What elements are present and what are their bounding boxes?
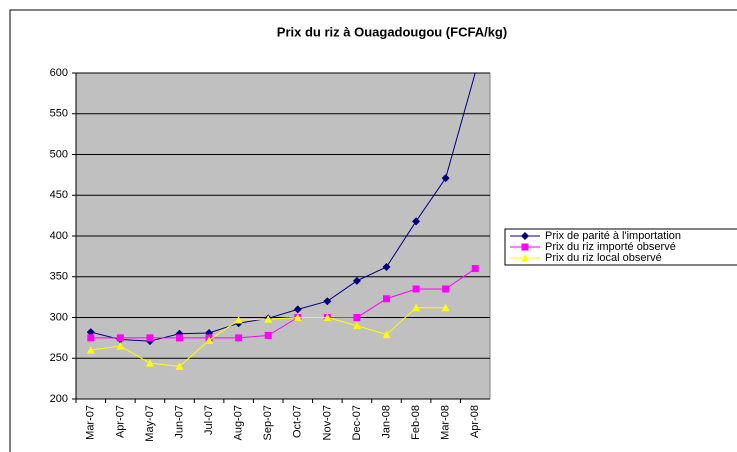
marker [521, 243, 529, 251]
x-tick-label: May-07 [144, 405, 156, 442]
marker [264, 331, 272, 339]
marker [323, 313, 332, 321]
x-tick-label: Apr-07 [114, 405, 126, 438]
x-tick-label: Jun-07 [173, 405, 185, 439]
series-line [90, 268, 476, 339]
marker [145, 359, 154, 367]
x-tick-label: Dec-07 [351, 405, 363, 440]
marker [521, 254, 529, 262]
x-tick-label: Mar-07 [85, 405, 97, 440]
legend-label: Prix du riz importé observé [545, 241, 676, 253]
y-tick-label: 200 [50, 393, 68, 405]
y-tick-label: 450 [50, 189, 68, 201]
y-tick-label: 500 [50, 148, 68, 160]
legend-label: Prix de parité à l'importation [545, 230, 681, 242]
marker [352, 321, 361, 330]
x-tick-label: Jul-07 [203, 405, 215, 435]
marker [293, 313, 302, 321]
marker [352, 276, 361, 285]
y-tick-label: 250 [50, 352, 68, 364]
marker [86, 346, 95, 354]
y-tick-label: 400 [50, 230, 68, 242]
x-tick-label: Nov-07 [321, 405, 333, 440]
marker [86, 328, 95, 337]
marker [383, 295, 390, 303]
marker [235, 334, 243, 342]
marker [293, 305, 302, 314]
marker [234, 315, 243, 324]
marker [442, 285, 450, 293]
marker [116, 334, 124, 342]
marker [412, 217, 421, 226]
y-tick-label: 550 [50, 108, 68, 120]
marker [382, 330, 391, 339]
series-line [90, 72, 476, 342]
marker [264, 315, 273, 323]
legend-label: Prix du riz local observé [545, 252, 662, 264]
chart-title: Prix du riz à Ouagadougou (FCFA/kg) [277, 24, 507, 39]
x-tick-label: Sep-07 [262, 405, 274, 440]
marker [323, 297, 332, 306]
marker [205, 336, 214, 344]
x-tick-label: Jan-08 [380, 405, 392, 439]
marker [441, 174, 450, 183]
x-tick-label: Aug-07 [233, 405, 245, 440]
marker [87, 334, 95, 342]
marker [353, 314, 361, 321]
y-tick-label: 600 [50, 67, 68, 79]
x-tick-label: Oct-07 [292, 405, 304, 438]
marker [176, 334, 183, 342]
y-tick-label: 350 [50, 271, 68, 283]
x-tick-label: Apr-08 [469, 405, 481, 438]
marker [175, 362, 184, 370]
marker [471, 265, 479, 273]
marker [116, 342, 125, 350]
legend-box [504, 228, 737, 266]
marker [441, 303, 450, 312]
marker [521, 232, 529, 240]
x-tick-label: Feb-08 [410, 405, 422, 440]
marker [412, 303, 421, 312]
marker [146, 334, 154, 342]
marker [382, 262, 391, 271]
marker [412, 285, 420, 293]
x-tick-label: Mar-08 [440, 405, 452, 440]
y-tick-label: 300 [50, 311, 68, 323]
